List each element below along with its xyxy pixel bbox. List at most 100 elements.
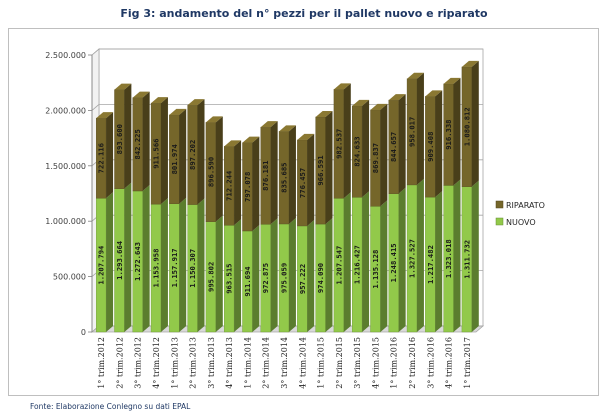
bar-side-nuovo xyxy=(398,187,406,332)
bar-top-riparato xyxy=(187,99,205,106)
bar-side-riparato xyxy=(343,83,351,199)
bar-side-nuovo xyxy=(380,200,388,332)
bar-side-riparato xyxy=(106,112,114,199)
bar-side-nuovo xyxy=(343,192,351,332)
x-tick-label: 3° trim.2013 xyxy=(207,337,216,389)
x-tick-label: 4° trim.2014 xyxy=(298,337,307,389)
bar-side-riparato xyxy=(288,125,296,224)
bar-side-riparato xyxy=(160,97,168,205)
data-label-nuovo: 1.135.128 xyxy=(371,250,380,289)
data-label-nuovo: 1.217.482 xyxy=(426,245,435,284)
data-label-riparato: 916.338 xyxy=(444,119,453,149)
bar-side-riparato xyxy=(435,90,443,198)
bar-side-nuovo xyxy=(362,191,370,332)
x-tick-label: 1° trim.2013 xyxy=(170,337,179,389)
data-label-nuovo: 1.216.427 xyxy=(353,245,362,284)
x-tick-label: 2° trim.2013 xyxy=(189,337,198,389)
bar-side-nuovo xyxy=(416,178,424,332)
data-label-riparato: 982.537 xyxy=(334,129,343,159)
data-label-riparato: 893.600 xyxy=(115,124,124,154)
data-label-nuovo: 1.293.664 xyxy=(115,241,124,280)
x-tick-label: 2° trim.2016 xyxy=(408,337,417,389)
bar-side-riparato xyxy=(179,108,187,204)
x-tick-label: 1° trim.2016 xyxy=(390,337,399,389)
x-tick-label: 1° trim.2014 xyxy=(243,337,252,389)
bar-side-riparato xyxy=(124,83,132,189)
data-label-nuovo: 972.875 xyxy=(261,263,270,293)
x-tick-label: 1° trim.2015 xyxy=(317,337,326,389)
bar-side-nuovo xyxy=(142,184,150,332)
y-tick-label: 500.000 xyxy=(53,273,86,282)
legend-swatch-nuovo xyxy=(495,217,504,226)
data-label-riparato: 958.017 xyxy=(408,117,417,147)
data-label-nuovo: 1.153.958 xyxy=(152,249,161,288)
data-label-nuovo: 1.272.643 xyxy=(133,242,142,281)
data-label-nuovo: 1.248.415 xyxy=(389,243,398,282)
data-label-riparato: 801.974 xyxy=(170,144,179,174)
x-tick-label: 3° trim.2012 xyxy=(134,337,143,389)
y-tick-label: 2.500.000 xyxy=(45,51,86,60)
chart-frame xyxy=(8,28,599,396)
legend-label-riparato: RIPARATO xyxy=(506,201,545,210)
data-label-nuovo: 911.694 xyxy=(243,266,252,296)
bar-side-nuovo xyxy=(106,192,114,332)
bar-side-nuovo xyxy=(307,219,315,332)
source-note: Fonte: Elaborazione Conlegno su dati EPA… xyxy=(30,402,191,411)
bar-top-riparato xyxy=(425,90,443,97)
x-tick-label: 4° trim.2013 xyxy=(225,337,234,389)
data-label-nuovo: 1.207.794 xyxy=(97,246,106,285)
y-tick-label: 1.000.000 xyxy=(45,217,86,226)
y-tick-label: 1.500.000 xyxy=(45,162,86,171)
bar-top-riparato xyxy=(114,83,132,90)
bar-top-riparato xyxy=(443,77,461,84)
x-tick-label: 2° trim.2012 xyxy=(115,337,124,389)
bar-top-riparato xyxy=(96,112,114,119)
data-label-riparato: 797.078 xyxy=(243,172,252,202)
bar-side-riparato xyxy=(142,91,150,191)
bar-side-nuovo xyxy=(288,217,296,332)
bar-top-riparato xyxy=(461,60,479,67)
bar-top-riparato xyxy=(205,116,223,123)
data-label-riparato: 966.591 xyxy=(316,155,325,185)
data-label-riparato: 844.657 xyxy=(389,132,398,162)
data-label-nuovo: 963.515 xyxy=(225,263,234,293)
data-label-riparato: 722.116 xyxy=(97,143,106,173)
legend-label-nuovo: NUOVO xyxy=(506,218,536,227)
bar-side-nuovo xyxy=(124,182,132,332)
data-label-nuovo: 1.150.307 xyxy=(188,249,197,288)
x-tick-label: 4° trim.2012 xyxy=(152,337,161,389)
x-tick-label: 3° trim.2015 xyxy=(353,337,362,389)
data-label-riparato: 835.685 xyxy=(280,163,289,193)
data-label-riparato: 712.244 xyxy=(225,171,234,201)
bar-side-nuovo xyxy=(435,191,443,332)
data-label-nuovo: 975.059 xyxy=(280,263,289,293)
bar-top-riparato xyxy=(242,136,260,143)
bar-side-riparato xyxy=(380,103,388,207)
bar-side-nuovo xyxy=(270,218,278,332)
y-tick-label: 0 xyxy=(81,328,86,337)
bar-side-riparato xyxy=(307,133,315,226)
x-tick-label: 1° trim.2012 xyxy=(97,337,106,389)
bar-side-nuovo xyxy=(179,197,187,332)
bar-side-nuovo xyxy=(252,224,260,332)
bar-side-riparato xyxy=(362,99,370,198)
bar-side-nuovo xyxy=(453,179,461,332)
bar-side-nuovo xyxy=(160,198,168,332)
data-label-nuovo: 1.157.917 xyxy=(170,248,179,287)
bar-side-nuovo xyxy=(197,198,205,332)
bar-top-riparato xyxy=(352,99,370,106)
data-label-riparato: 911.566 xyxy=(152,138,161,168)
bar-side-riparato xyxy=(252,136,260,231)
data-label-nuovo: 1.323.018 xyxy=(444,239,453,278)
bar-side-nuovo xyxy=(471,180,479,332)
data-label-riparato: 842.225 xyxy=(133,129,142,159)
bar-top-riparato xyxy=(333,83,351,90)
data-label-nuovo: 1.311.732 xyxy=(462,240,471,279)
data-label-nuovo: 974.090 xyxy=(316,263,325,293)
data-label-nuovo: 957.222 xyxy=(298,264,307,294)
data-label-riparato: 909.408 xyxy=(426,132,435,162)
bar-side-riparato xyxy=(398,94,406,194)
bar-side-riparato xyxy=(416,72,424,185)
bar-side-nuovo xyxy=(215,215,223,332)
